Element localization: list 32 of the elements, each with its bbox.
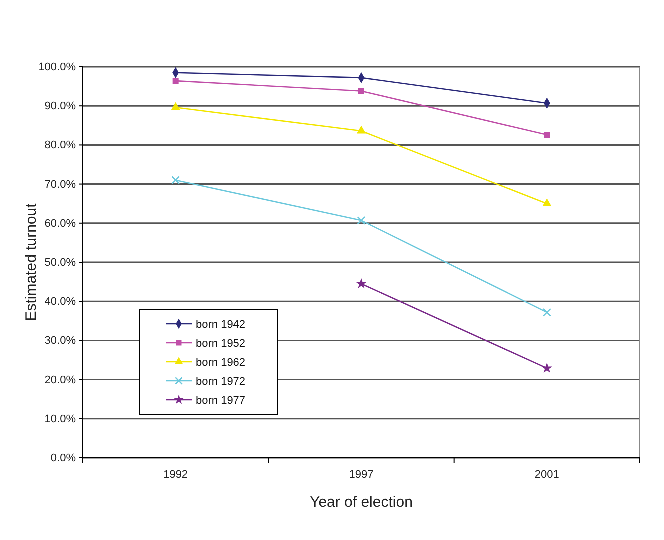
y-tick-label: 90.0% [44,100,76,113]
point [542,308,552,317]
y-tick-label: 100.0% [38,62,76,74]
y-tick-label: 10.0% [44,413,76,426]
y-tick-label: 40.0% [44,296,76,308]
legend-label: born 1952 [196,338,246,350]
y-tick-label: 60.0% [44,218,76,230]
y-tick-label: 20.0% [44,374,76,386]
point [358,88,364,94]
point [542,198,552,206]
point [356,126,366,134]
point [356,278,367,289]
legend-label: born 1972 [196,376,246,388]
legend-label: born 1977 [196,395,246,407]
point [544,132,550,138]
y-tick-label: 80.0% [44,140,76,152]
y-axis-title: Estimated turnout [23,202,40,322]
point [171,102,180,110]
y-tick-label: 30.0% [44,335,76,348]
legend-label: born 1942 [196,319,246,331]
x-tick-label: 1992 [164,469,188,481]
x-tick-label: 1997 [349,469,374,481]
point [357,216,366,225]
point [542,362,553,374]
point [172,176,180,185]
y-tick-label: 50.0% [44,257,76,270]
point [172,78,179,84]
y-tick-label: 70.0% [44,178,76,191]
y-tick-label: 0.0% [50,452,76,465]
x-tick-label: 2001 [534,469,560,481]
legend-label: born 1962 [196,357,246,369]
x-axis-title: Year of election [310,494,413,511]
